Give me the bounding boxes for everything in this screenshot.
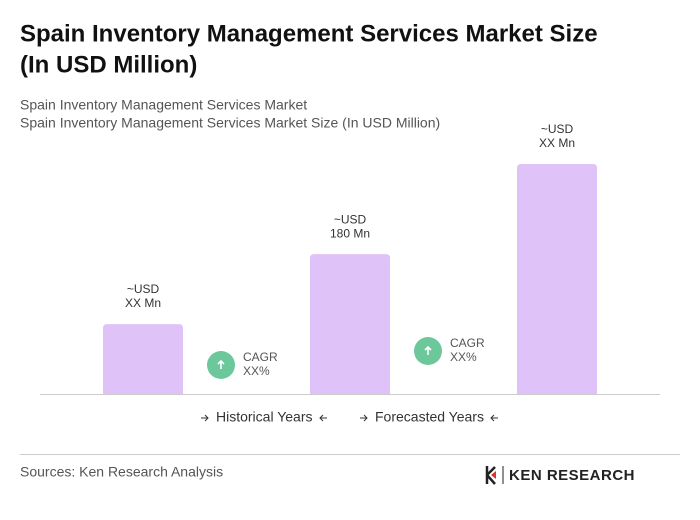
cagr-label: CAGR bbox=[450, 336, 485, 350]
bar bbox=[103, 324, 183, 394]
value-label: ~USD bbox=[541, 122, 574, 136]
arrow bbox=[490, 414, 498, 422]
cagr-value: XX% bbox=[243, 364, 270, 378]
value-label: ~USD bbox=[334, 212, 367, 226]
bar bbox=[310, 254, 390, 394]
subtitle: Spain Inventory Management Services Mark… bbox=[20, 97, 307, 113]
chart-title: (In USD Million) bbox=[20, 51, 197, 78]
value-label: XX Mn bbox=[539, 136, 575, 150]
arrow bbox=[201, 414, 209, 422]
cagr-arrow bbox=[424, 345, 432, 355]
source: Sources: Ken Research Analysis bbox=[20, 464, 223, 480]
legend-label: Forecasted Years bbox=[375, 409, 484, 425]
arrow bbox=[360, 414, 368, 422]
arrow bbox=[319, 414, 327, 422]
bar bbox=[517, 164, 597, 394]
legend-label: Historical Years bbox=[216, 409, 313, 425]
cagr-value: XX% bbox=[450, 350, 477, 364]
value-label: 180 Mn bbox=[330, 226, 370, 240]
value-label: ~USD bbox=[127, 282, 160, 296]
logo: KEN RESEARCH bbox=[485, 466, 635, 485]
value-label: XX Mn bbox=[125, 296, 161, 310]
chart-title: Spain Inventory Management Services Mark… bbox=[20, 20, 598, 47]
logo-text: KEN RESEARCH bbox=[509, 467, 635, 484]
subtitle: Spain Inventory Management Services Mark… bbox=[20, 115, 440, 131]
cagr-arrow bbox=[217, 359, 225, 369]
cagr-label: CAGR bbox=[243, 350, 278, 364]
